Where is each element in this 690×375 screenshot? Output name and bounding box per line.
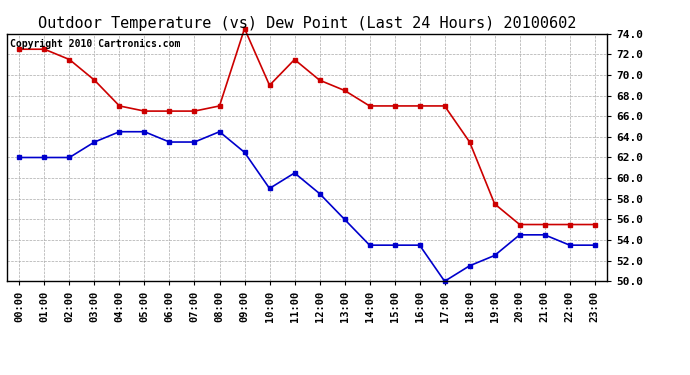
Title: Outdoor Temperature (vs) Dew Point (Last 24 Hours) 20100602: Outdoor Temperature (vs) Dew Point (Last…: [38, 16, 576, 31]
Text: Copyright 2010 Cartronics.com: Copyright 2010 Cartronics.com: [10, 39, 180, 49]
